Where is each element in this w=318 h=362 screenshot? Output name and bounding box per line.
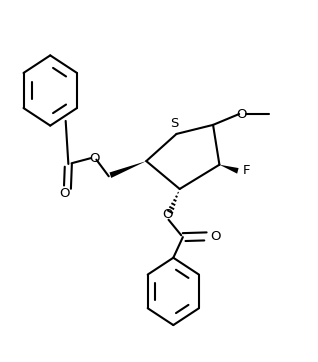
Polygon shape [109,161,146,178]
Text: F: F [243,164,251,177]
Text: O: O [89,152,100,165]
Text: S: S [170,117,178,130]
Polygon shape [219,165,238,174]
Text: O: O [236,108,247,121]
Text: O: O [162,208,173,221]
Text: O: O [59,187,70,200]
Text: O: O [210,230,220,243]
